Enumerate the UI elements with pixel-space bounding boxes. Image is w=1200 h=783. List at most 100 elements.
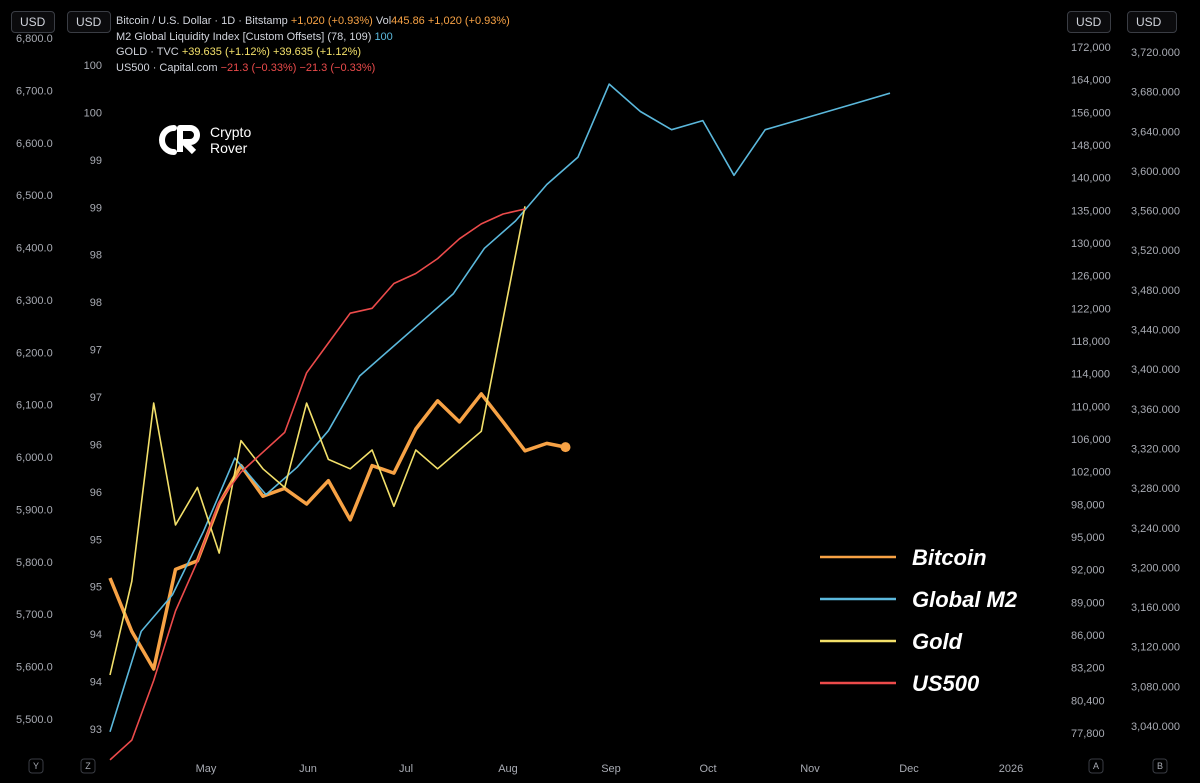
axis-corner-box-a[interactable] [1088, 758, 1104, 774]
btc-tick-7: 126,000 [1071, 271, 1111, 283]
left-axis-us500: 6,800.0 6,700.0 6,600.0 6,500.0 6,400.0 6,300… [16, 33, 53, 726]
m2-tick-0: 100 [84, 60, 102, 72]
btc-tick-1: 164,000 [1071, 75, 1111, 87]
us500-tick-10: 5,800.0 [16, 557, 53, 569]
btc-tick-0: 172,000 [1071, 42, 1111, 54]
us500-tick-12: 5,600.0 [16, 662, 53, 674]
x-tick-0: May [196, 763, 217, 775]
left-axis-currency-badge-1[interactable]: USD [11, 11, 55, 33]
m2-tick-7: 97 [90, 392, 102, 404]
m2-tick-2: 99 [90, 155, 102, 167]
legend-row-bitcoin[interactable]: Bitcoin / U.S. Dollar · 1D · Bitstamp +1… [116, 14, 510, 30]
us500-tick-1: 6,700.0 [16, 85, 53, 97]
gold-tick-7: 3,440.000 [1131, 325, 1180, 337]
series-line-gold [109, 206, 526, 676]
btc-tick-13: 102,000 [1071, 467, 1111, 479]
legend-bitcoin-name: Bitcoin / U.S. Dollar · 1D · Bitstamp [116, 15, 288, 27]
legend-label-0: Bitcoin [912, 545, 987, 570]
x-tick-3: Aug [498, 763, 518, 775]
legend-gold-change-2: +39.635 (+1.12%) [272, 46, 362, 58]
right-axis-gold: 3,720.000 3,680.000 3,640.000 3,600.000 3,56… [1131, 47, 1180, 733]
m2-tick-12: 94 [90, 629, 102, 641]
legend-bitcoin-vol-label: Vol [375, 15, 392, 27]
logo-text-line-1: Crypto [210, 124, 252, 140]
chart-legend: Bitcoin Global M2 Gold US500 [820, 545, 1018, 696]
gold-tick-2: 3,640.000 [1131, 126, 1180, 138]
legend-gold-change: +39.635 (+1.12%) [181, 46, 270, 58]
x-axis-months: May Jun Jul Aug Sep Oct Nov Dec 2026 [196, 763, 1024, 775]
legend-label-2: Gold [912, 629, 963, 654]
m2-tick-10: 95 [90, 534, 102, 546]
gold-tick-11: 3,280.000 [1131, 483, 1180, 495]
us500-tick-7: 6,100.0 [16, 400, 53, 412]
series-legend-header: Bitcoin / U.S. Dollar · 1D · Bitstamp +1… [116, 14, 510, 76]
legend-label-1: Global M2 [912, 587, 1018, 612]
m2-tick-3: 99 [90, 202, 102, 214]
us500-tick-0: 6,800.0 [16, 33, 53, 45]
series-line-global-m2 [109, 83, 891, 733]
us500-tick-6: 6,200.0 [16, 347, 53, 359]
series-line-us500 [109, 208, 526, 761]
axis-corner-box-y[interactable] [28, 758, 44, 774]
us500-tick-3: 6,500.0 [16, 190, 53, 202]
axis-corner-z[interactable]: Z [85, 761, 91, 771]
x-tick-6: Nov [800, 763, 820, 775]
legend-row-us500[interactable]: US500 · Capital.com −21.3 (−0.33%) −21.3… [116, 61, 510, 77]
legend-row-m2[interactable]: M2 Global Liquidity Index [Custom Offset… [116, 30, 510, 46]
legend-us500-change: −21.3 (−0.33%) [220, 61, 297, 74]
gold-tick-14: 3,160.000 [1131, 602, 1180, 614]
us500-tick-13: 5,500.0 [16, 714, 53, 726]
gold-tick-9: 3,360.000 [1131, 404, 1180, 416]
btc-tick-8: 122,000 [1071, 303, 1111, 315]
gold-tick-17: 3,040.000 [1131, 721, 1180, 733]
m2-tick-14: 93 [90, 724, 102, 736]
gold-tick-10: 3,320.000 [1131, 443, 1180, 455]
us500-tick-2: 6,600.0 [16, 138, 53, 150]
right-axis-btc: 172,000 164,000 156,000 148,000 140,000 135,0… [1071, 42, 1111, 740]
legend-bitcoin-vol-value: 445.86 [391, 15, 425, 27]
legend-label-3: US500 [912, 671, 980, 696]
btc-tick-6: 130,000 [1071, 238, 1111, 250]
legend-gold-name: GOLD · TVC [116, 46, 179, 58]
logo-text: Crypto Rover [210, 124, 251, 156]
legend-us500-name: US500 · Capital.com [116, 61, 218, 74]
left-axis-currency-badge-2[interactable]: USD [67, 11, 111, 33]
x-tick-8: 2026 [999, 763, 1023, 775]
btc-tick-19: 83,200 [1071, 663, 1105, 675]
btc-tick-14: 98,000 [1071, 499, 1105, 511]
gold-tick-0: 3,720.000 [1131, 47, 1180, 59]
x-tick-4: Sep [601, 763, 621, 775]
us500-tick-11: 5,700.0 [16, 609, 53, 621]
legend-m2-name: M2 Global Liquidity Index [Custom Offset… [116, 30, 372, 43]
legend-bitcoin-vol-change: +1,020 (+0.93%) [427, 15, 510, 27]
axis-corner-box-b[interactable] [1152, 758, 1168, 774]
gold-tick-16: 3,080.000 [1131, 681, 1180, 693]
us500-tick-8: 6,000.0 [16, 452, 53, 464]
crypto-rover-logo-icon [159, 125, 200, 155]
axis-corner-box-z[interactable] [80, 758, 96, 774]
us500-tick-9: 5,900.0 [16, 504, 53, 516]
right-axis-currency-badge-1[interactable]: USD [1067, 11, 1111, 33]
btc-tick-11: 110,000 [1071, 401, 1110, 413]
btc-tick-17: 89,000 [1071, 597, 1105, 609]
us500-tick-5: 6,300.0 [16, 295, 53, 307]
gold-tick-6: 3,480.000 [1131, 285, 1180, 297]
gold-tick-5: 3,520.000 [1131, 245, 1180, 257]
btc-tick-20: 80,400 [1071, 695, 1105, 707]
axis-corner-b[interactable]: B [1157, 761, 1163, 771]
legend-row-gold[interactable]: GOLD · TVC +39.635 (+1.12%) +39.635 (+1.… [116, 45, 510, 61]
axis-corner-y[interactable]: Y [33, 761, 39, 771]
us500-tick-4: 6,400.0 [16, 243, 53, 255]
legend-us500-change-2: −21.3 (−0.33%) [299, 61, 376, 74]
right-axis-currency-badge-2[interactable]: USD [1127, 11, 1177, 33]
left-axis-m2: 100 100 99 99 98 98 97 97 96 96 95 95 94 94 93 [84, 60, 102, 736]
m2-tick-9: 96 [90, 487, 102, 499]
axis-corner-a[interactable]: A [1093, 761, 1099, 771]
gold-tick-13: 3,200.000 [1131, 562, 1180, 574]
gold-tick-4: 3,560.000 [1131, 206, 1180, 218]
m2-tick-6: 97 [90, 345, 102, 357]
series-line-bitcoin [108, 392, 566, 671]
m2-tick-4: 98 [90, 250, 102, 262]
